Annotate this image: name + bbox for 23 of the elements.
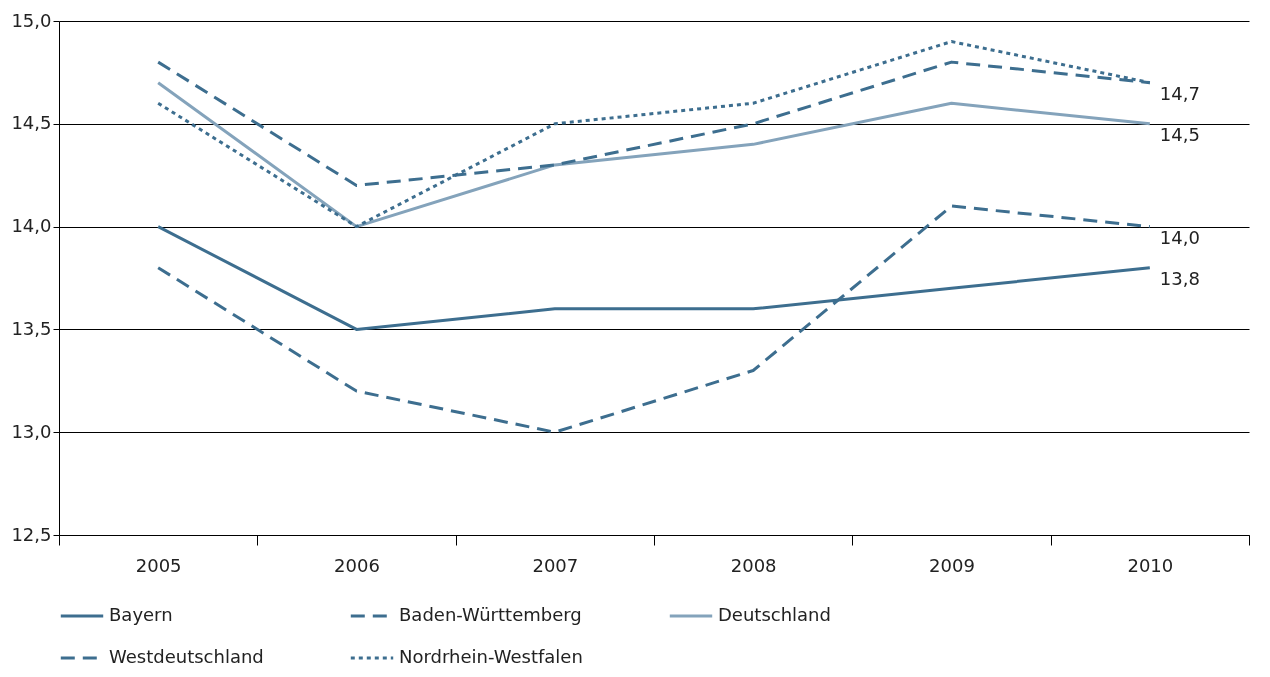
line-series xyxy=(156,204,1152,434)
x-tick-label: 2010 xyxy=(1127,554,1174,576)
y-tick-label: 12,5 xyxy=(11,523,52,545)
y-tick-label: 15,0 xyxy=(11,9,52,31)
legend-label: Deutschland xyxy=(718,604,831,625)
y-tick-label: 14,5 xyxy=(11,112,52,134)
x-tick-label: 2005 xyxy=(135,554,182,576)
y-tick-label: 13,0 xyxy=(11,420,52,442)
line-series xyxy=(156,81,1152,229)
legend-label: Westdeutschland xyxy=(109,646,264,667)
data-label: 14,7 xyxy=(1159,82,1200,104)
legend-label: Bayern xyxy=(109,604,173,625)
data-label: 13,8 xyxy=(1159,267,1200,289)
legend-label: Nordrhein-Westfalen xyxy=(399,646,583,667)
x-tick-label: 2008 xyxy=(730,554,777,576)
y-tick-label: 13,5 xyxy=(11,317,52,339)
x-tick-label: 2009 xyxy=(929,554,975,576)
y-tick-label: 14,0 xyxy=(11,215,52,237)
x-tick-label: 2007 xyxy=(532,554,579,576)
x-tick-label: 2006 xyxy=(334,554,380,576)
legend-label: Baden-Württemberg xyxy=(399,604,582,625)
data-label: 14,0 xyxy=(1159,226,1200,248)
data-label: 14,5 xyxy=(1159,123,1200,145)
